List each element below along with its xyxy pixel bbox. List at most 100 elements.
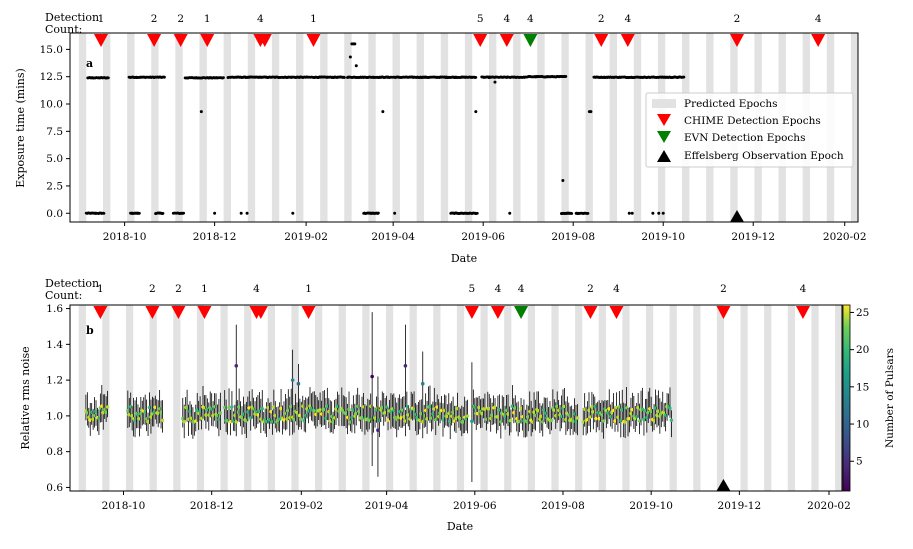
legend-predicted-swatch: [652, 99, 676, 108]
exposure-point: [381, 110, 385, 114]
noise-point: [406, 413, 410, 417]
noise-point: [207, 413, 211, 417]
noise-point: [100, 404, 104, 408]
predicted-epoch-band: [247, 33, 256, 222]
chime-detection-marker: [811, 34, 826, 47]
detection-markers: 1 2 2 1 4 1 5 4 2 4 2 4 4: [93, 13, 826, 222]
noise-point: [461, 420, 465, 424]
noise-point: [542, 408, 546, 412]
chime-detection-marker: [197, 306, 212, 319]
colorbar-tick-label: 15: [856, 381, 869, 393]
detection-count: 4: [518, 283, 525, 295]
panel-b: 2018-10 2018-12 2019-02 2019-04 2019-06 2019-…: [19, 277, 896, 533]
predicted-epoch-band: [489, 33, 497, 222]
noise-point: [421, 419, 425, 424]
noise-point: [624, 406, 629, 410]
exposure-point: [393, 211, 397, 215]
detection-count: 4: [613, 283, 620, 295]
predicted-epoch-band: [416, 33, 425, 222]
noise-point: [289, 404, 293, 409]
detection-count: 2: [598, 13, 605, 25]
noise-point: [454, 416, 458, 421]
predicted-epoch-band-b: [385, 305, 394, 491]
noise-point: [541, 420, 545, 424]
noise-point: [260, 407, 264, 411]
noise-point: [152, 410, 156, 415]
noise-point: [601, 419, 606, 423]
x-axis-label: Date: [451, 252, 477, 265]
noise-point: [285, 417, 289, 421]
chime-detection-marker: [795, 306, 810, 319]
x-tick-label: 2019-08: [541, 500, 585, 512]
noise-point: [493, 405, 497, 409]
noise-point: [525, 420, 529, 424]
noise-point: [530, 420, 535, 424]
exposure-data: [84, 42, 686, 215]
effelsberg-observation-marker: [729, 210, 744, 222]
noise-point: [272, 405, 276, 409]
predicted-epoch-band: [440, 33, 449, 222]
noise-point: [408, 417, 412, 421]
noise-point: [202, 405, 207, 410]
noise-point: [510, 404, 515, 408]
noise-point: [370, 374, 374, 379]
predicted-epoch-band: [609, 33, 618, 222]
noise-point: [314, 412, 318, 417]
predicted-epoch-band: [271, 33, 280, 222]
exposure-point: [377, 211, 380, 215]
predicted-epoch-band: [175, 33, 183, 222]
noise-point: [574, 419, 578, 424]
chime-detection-marker: [499, 34, 514, 47]
noise-point: [554, 414, 558, 418]
noise-point: [251, 407, 256, 411]
detection-count-label: Detection: [45, 11, 99, 24]
noise-point: [328, 419, 332, 423]
noise-point: [397, 409, 402, 414]
x-tick-label: 2019-06: [453, 500, 497, 512]
exposure-point: [354, 64, 358, 68]
noise-point: [249, 416, 253, 420]
x-axis-ticks-b: 2018-10 2018-12 2019-02 2019-04 2019-06 2019-…: [102, 491, 851, 512]
noise-point: [159, 410, 163, 415]
exposure-point: [182, 211, 186, 215]
exposure-point: [475, 211, 479, 215]
chime-detection-marker: [583, 306, 598, 319]
noise-point: [267, 418, 272, 422]
noise-point: [581, 420, 585, 424]
detection-count-label-b: Detection: [45, 277, 99, 290]
noise-point: [348, 420, 353, 424]
noise-point: [439, 408, 444, 413]
noise-point: [334, 407, 338, 411]
noise-point: [217, 417, 221, 422]
noise-point: [160, 418, 165, 423]
exposure-point: [245, 211, 249, 215]
noise-point: [606, 411, 610, 415]
noise-point: [539, 414, 543, 418]
legend-box: [645, 92, 854, 168]
noise-point: [480, 411, 484, 416]
predicted-epoch-band-b: [811, 305, 819, 491]
exposure-point: [353, 42, 357, 46]
exposure-point: [651, 211, 655, 215]
noise-point: [303, 413, 308, 418]
x-tick-label: 2019-12: [731, 231, 775, 243]
noise-point: [337, 409, 341, 413]
noise-point: [279, 406, 283, 411]
noise-point: [139, 412, 143, 416]
noise-point: [652, 419, 656, 423]
noise-point: [473, 405, 477, 410]
noise-point: [555, 404, 559, 409]
detection-count: 1: [97, 283, 104, 295]
exposure-point: [474, 75, 478, 79]
predicted-epoch-band-b: [409, 305, 417, 491]
chime-detection-marker: [473, 34, 488, 47]
chime-detection-marker: [253, 306, 268, 319]
noise-point: [611, 408, 616, 413]
noise-point: [585, 417, 590, 422]
detection-count: 2: [720, 283, 727, 295]
noise-point: [266, 406, 270, 410]
x-tick-label: 2019-06: [461, 231, 505, 243]
predicted-epoch-band: [585, 33, 593, 222]
exposure-point: [199, 110, 203, 114]
